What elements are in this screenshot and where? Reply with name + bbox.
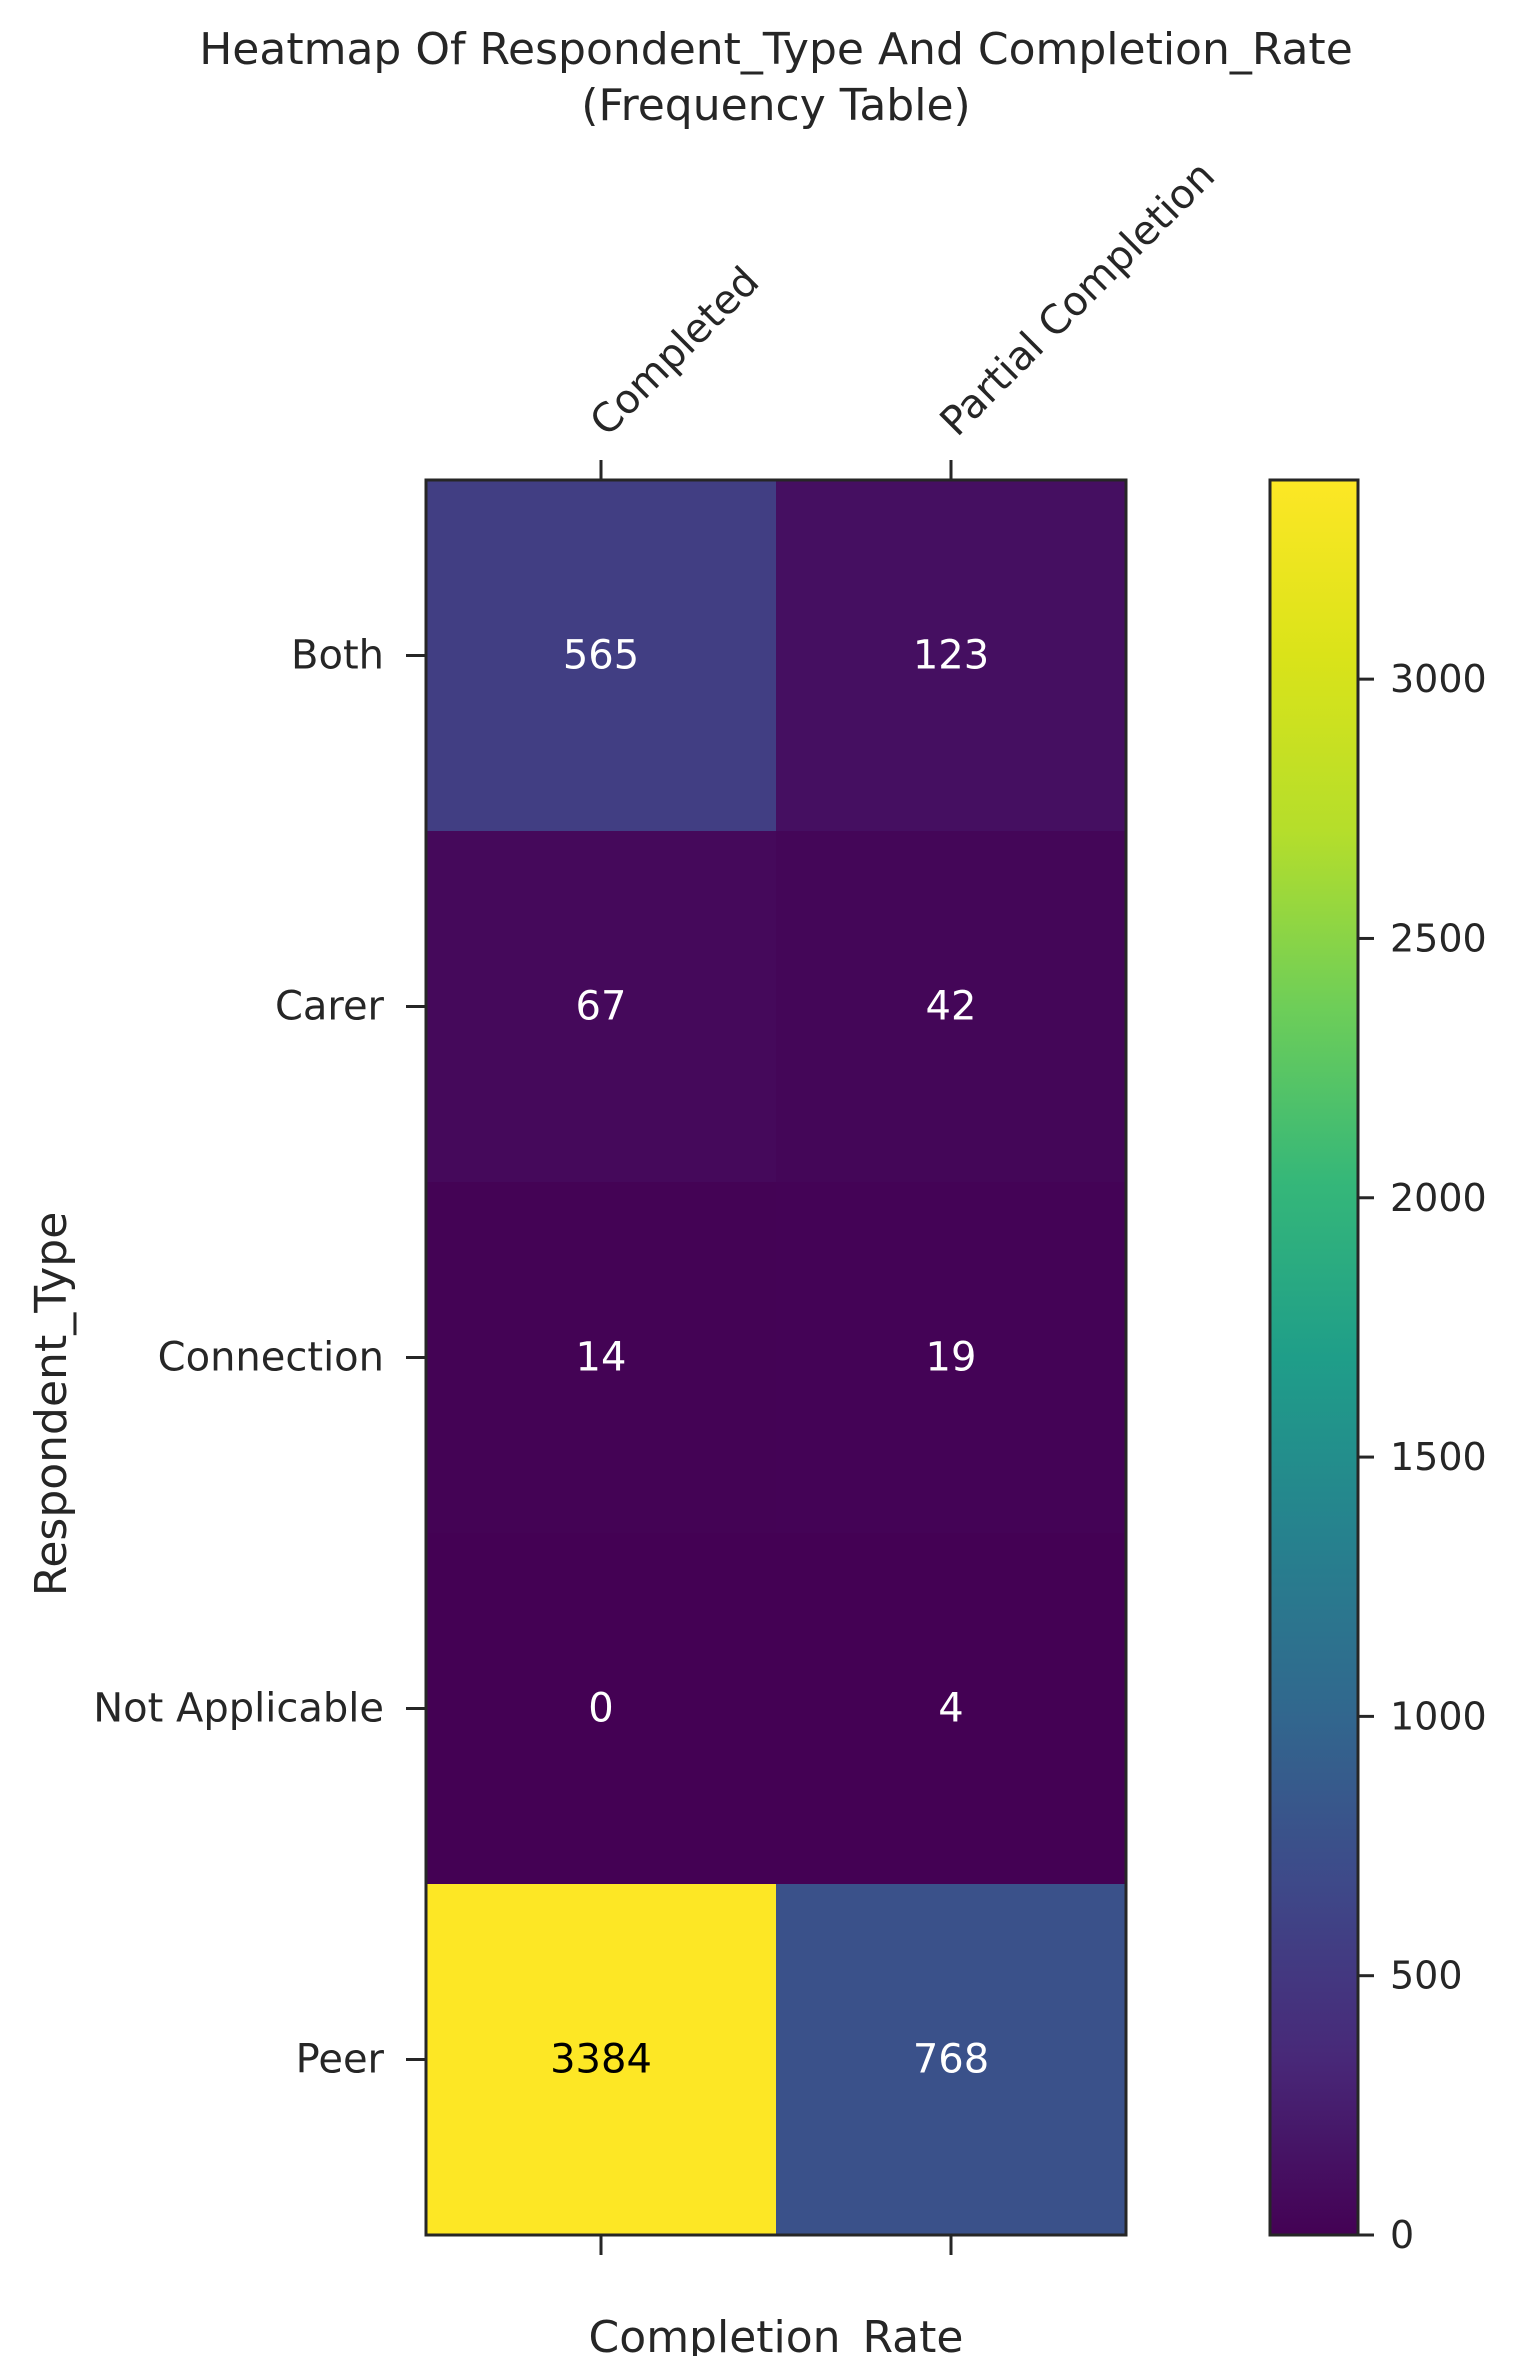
heatmap-cell [426,1533,777,1885]
colorbar-tick-label: 1500 [1390,1435,1487,1479]
heatmap-cell [776,831,1127,1183]
colorbar-tick-label: 1000 [1390,1694,1487,1738]
y-axis-ticks: Both Carer Connection Not Applicable Peer [93,633,426,2083]
colorbar-tick-label: 2000 [1390,1176,1487,1220]
y-tick-label: Connection [158,1335,384,1381]
x-axis-label: Completion_Rate [589,2312,964,2356]
chart-title-line-1: Heatmap Of Respondent_Type And Completio… [199,24,1353,75]
cell-value-label: 19 [926,1335,977,1381]
heatmap-cell [776,1533,1127,1885]
heatmap-cell [776,1884,1127,2236]
heatmap-cell [426,831,777,1183]
cell-value-label: 42 [926,984,977,1030]
chart-title-line-2: (Frequency Table) [581,80,970,131]
colorbar-gradient [1268,478,1360,2237]
cell-value-label: 0 [588,1686,613,1732]
y-tick-label: Not Applicable [93,1686,384,1732]
cell-value-label: 67 [576,984,627,1030]
heatmap-cell [426,1884,777,2236]
heatmap-cell [776,480,1127,832]
cell-value-label: 3384 [550,2037,652,2083]
y-tick-label: Carer [275,984,385,1030]
cell-value-label: 123 [913,633,989,679]
colorbar-tick-label: 2500 [1390,916,1487,960]
colorbar-tick-label: 3000 [1390,657,1487,701]
x-tick-label: Partial Completion [932,153,1224,445]
cell-value-label: 768 [913,2037,989,2083]
y-tick-label: Peer [296,2037,385,2083]
heatmap-cell [426,1182,777,1534]
colorbar-ticks: 0 500 1000 1500 2000 2500 3000 [1358,657,1487,2257]
heatmap-cell [776,1182,1127,1534]
cell-value-label: 14 [576,1335,627,1381]
y-tick-label: Both [291,633,384,679]
y-axis-label: Respondent_Type [26,1212,77,1597]
cell-value-label: 4 [938,1686,963,1732]
heatmap-cell-labels: 565 123 67 42 14 19 0 4 3384 768 [550,633,989,2083]
colorbar-tick-label: 0 [1390,2213,1414,2257]
x-tick-label: Completed [582,258,769,445]
cell-value-label: 565 [563,633,639,679]
chart-title: Heatmap Of Respondent_Type And Completio… [199,24,1353,131]
heatmap-cells [426,480,1127,2236]
colorbar-tick-label: 500 [1390,1954,1463,1998]
colorbar: 0 500 1000 1500 2000 2500 3000 [1268,478,1487,2257]
heatmap-cell [426,480,777,832]
